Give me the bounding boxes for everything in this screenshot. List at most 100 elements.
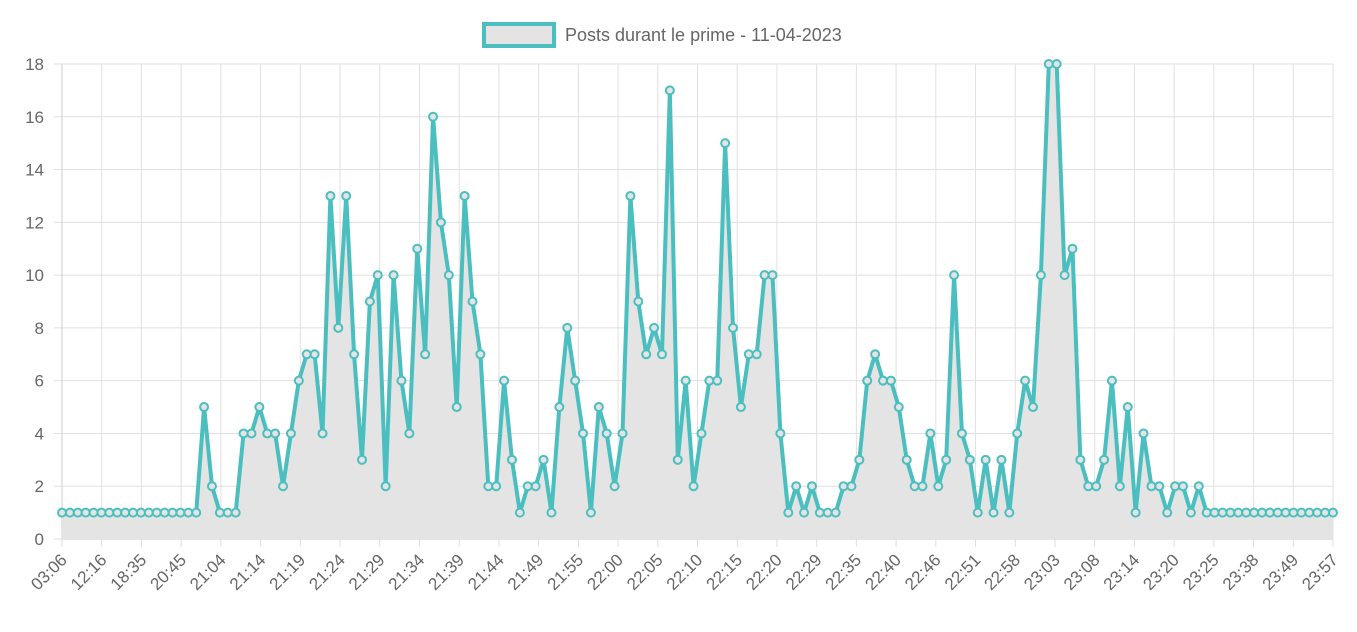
data-point[interactable]	[1043, 59, 1054, 69]
data-point[interactable]	[128, 507, 139, 518]
data-point[interactable]	[104, 507, 115, 518]
data-point[interactable]	[933, 481, 944, 492]
data-point[interactable]	[1130, 507, 1141, 518]
data-point[interactable]	[791, 481, 802, 492]
data-point[interactable]	[854, 454, 865, 465]
data-point[interactable]	[799, 507, 810, 518]
data-point[interactable]	[901, 454, 912, 465]
data-point[interactable]	[506, 454, 517, 465]
data-point[interactable]	[1162, 507, 1173, 518]
data-point[interactable]	[949, 270, 960, 281]
data-point[interactable]	[964, 454, 975, 465]
data-point[interactable]	[806, 481, 817, 492]
data-point[interactable]	[246, 428, 257, 439]
data-point[interactable]	[396, 375, 407, 386]
data-point[interactable]	[814, 507, 825, 518]
data-point[interactable]	[151, 507, 162, 518]
data-point[interactable]	[893, 402, 904, 413]
data-point[interactable]	[570, 375, 581, 386]
data-point[interactable]	[704, 375, 715, 386]
data-point[interactable]	[751, 349, 762, 360]
data-point[interactable]	[1083, 481, 1094, 492]
data-point[interactable]	[333, 322, 344, 333]
data-point[interactable]	[1051, 59, 1062, 69]
data-point[interactable]	[712, 375, 723, 386]
data-point[interactable]	[483, 481, 494, 492]
data-point[interactable]	[972, 507, 983, 518]
data-point[interactable]	[1122, 402, 1133, 413]
data-point[interactable]	[996, 454, 1007, 465]
data-point[interactable]	[341, 190, 352, 201]
data-point[interactable]	[135, 507, 146, 518]
data-point[interactable]	[1256, 507, 1267, 518]
data-point[interactable]	[980, 454, 991, 465]
data-point[interactable]	[1328, 507, 1338, 518]
data-point[interactable]	[206, 481, 217, 492]
data-point[interactable]	[988, 507, 999, 518]
data-point[interactable]	[88, 507, 99, 518]
data-point[interactable]	[467, 296, 478, 307]
data-point[interactable]	[759, 270, 770, 281]
data-point[interactable]	[925, 428, 936, 439]
data-point[interactable]	[475, 349, 486, 360]
data-point[interactable]	[909, 481, 920, 492]
data-point[interactable]	[554, 402, 565, 413]
data-point[interactable]	[625, 190, 636, 201]
data-point[interactable]	[1012, 428, 1023, 439]
data-point[interactable]	[1312, 507, 1323, 518]
data-point[interactable]	[767, 270, 778, 281]
data-point[interactable]	[680, 375, 691, 386]
data-point[interactable]	[1185, 507, 1196, 518]
data-point[interactable]	[1020, 375, 1031, 386]
data-point[interactable]	[317, 428, 328, 439]
data-point[interactable]	[428, 111, 439, 122]
data-point[interactable]	[672, 454, 683, 465]
data-point[interactable]	[1170, 481, 1181, 492]
data-point[interactable]	[325, 190, 336, 201]
data-point[interactable]	[57, 507, 67, 518]
data-point[interactable]	[285, 428, 296, 439]
data-point[interactable]	[1249, 507, 1260, 518]
data-point[interactable]	[80, 507, 91, 518]
data-point[interactable]	[1320, 507, 1331, 518]
data-point[interactable]	[1296, 507, 1307, 518]
data-point[interactable]	[743, 349, 754, 360]
data-point[interactable]	[688, 481, 699, 492]
data-point[interactable]	[822, 507, 833, 518]
data-point[interactable]	[222, 507, 233, 518]
data-point[interactable]	[878, 375, 889, 386]
data-point[interactable]	[585, 507, 596, 518]
data-point[interactable]	[1059, 270, 1070, 281]
data-point[interactable]	[420, 349, 431, 360]
data-point[interactable]	[1241, 507, 1252, 518]
data-point[interactable]	[530, 481, 541, 492]
data-point[interactable]	[262, 428, 273, 439]
data-point[interactable]	[491, 481, 502, 492]
data-point[interactable]	[1217, 507, 1228, 518]
data-point[interactable]	[720, 138, 731, 149]
data-point[interactable]	[1233, 507, 1244, 518]
data-point[interactable]	[451, 402, 462, 413]
data-point[interactable]	[349, 349, 360, 360]
data-point[interactable]	[1264, 507, 1275, 518]
data-point[interactable]	[775, 428, 786, 439]
data-point[interactable]	[230, 507, 241, 518]
data-point[interactable]	[783, 507, 794, 518]
data-point[interactable]	[278, 481, 289, 492]
data-point[interactable]	[1106, 375, 1117, 386]
data-point[interactable]	[1304, 507, 1315, 518]
data-point[interactable]	[656, 349, 667, 360]
data-point[interactable]	[191, 507, 202, 518]
data-point[interactable]	[941, 454, 952, 465]
legend-label[interactable]: Posts durant le prime - 11-04-2023	[565, 25, 842, 45]
data-point[interactable]	[214, 507, 225, 518]
data-point[interactable]	[64, 507, 75, 518]
data-point[interactable]	[301, 349, 312, 360]
data-point[interactable]	[388, 270, 399, 281]
data-point[interactable]	[435, 217, 446, 228]
data-point[interactable]	[1201, 507, 1212, 518]
data-point[interactable]	[293, 375, 304, 386]
data-point[interactable]	[664, 85, 675, 96]
data-point[interactable]	[309, 349, 320, 360]
data-point[interactable]	[1209, 507, 1220, 518]
